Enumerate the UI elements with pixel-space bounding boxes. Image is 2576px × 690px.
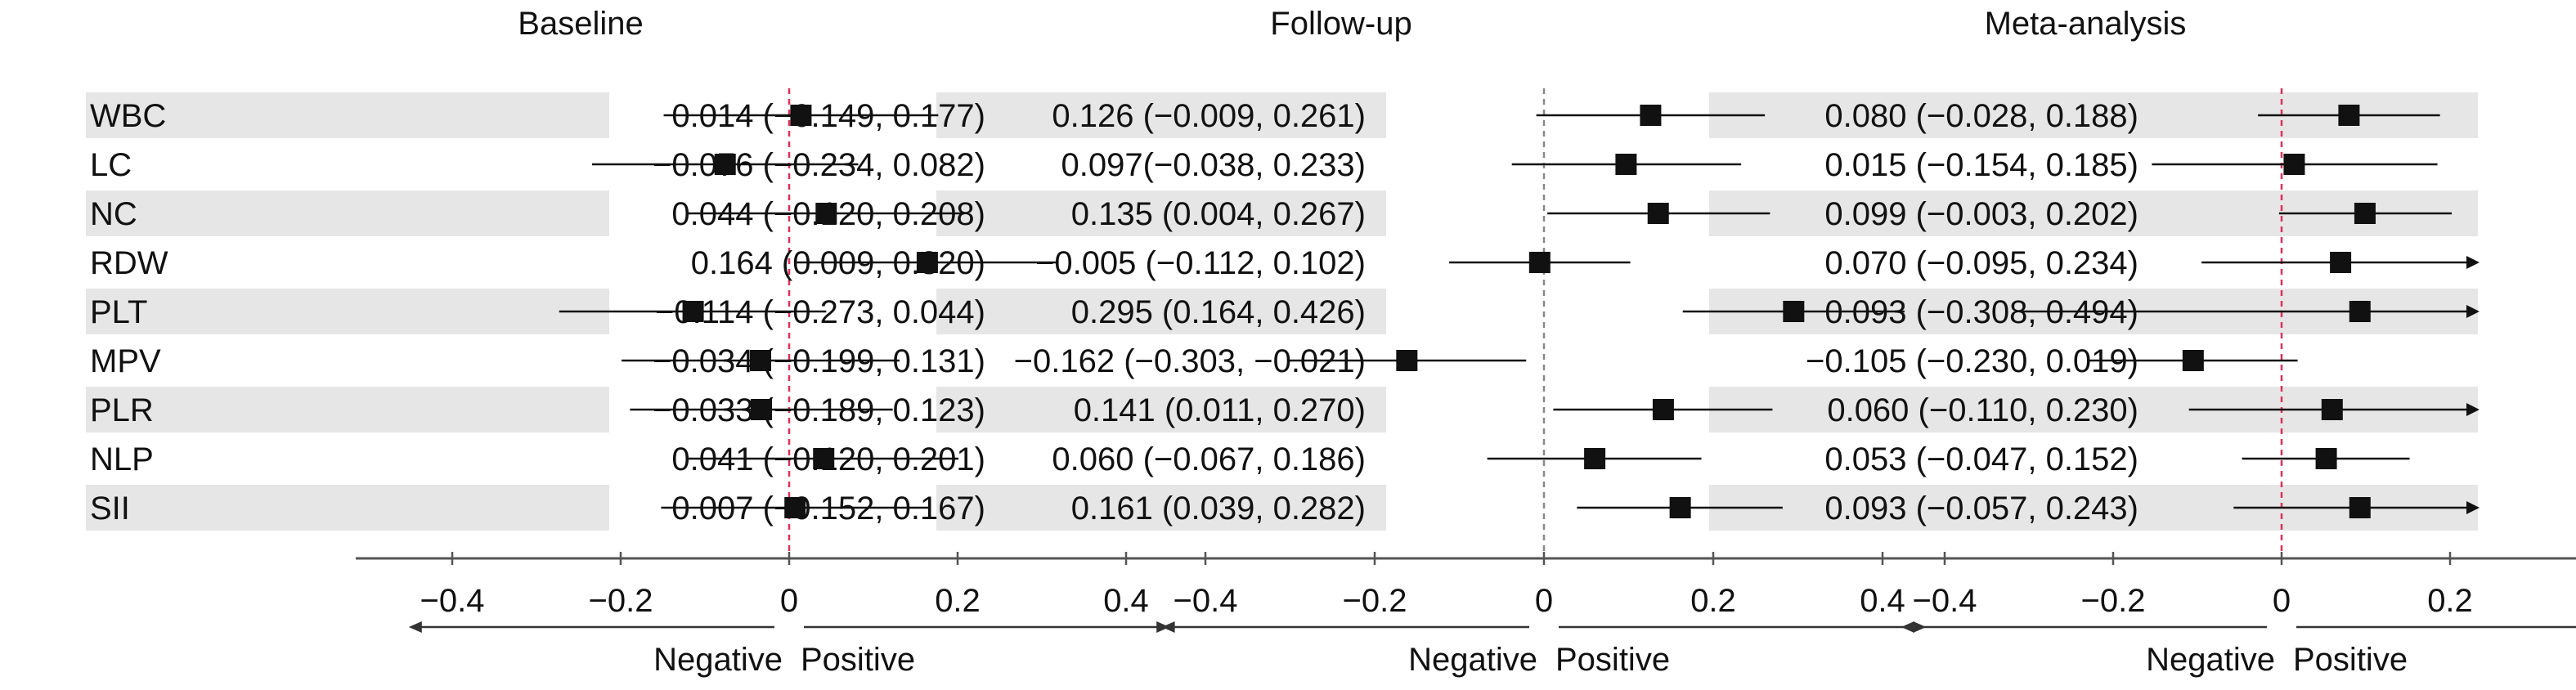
negative-label: Negative xyxy=(2146,642,2275,678)
x-tick-label: 0 xyxy=(1535,583,1553,619)
ci-arrow xyxy=(2466,501,2480,514)
point-estimate xyxy=(2182,350,2204,371)
point-estimate xyxy=(1783,301,1805,322)
point-estimate xyxy=(751,399,773,420)
point-estimate xyxy=(1615,154,1637,175)
ci-arrow xyxy=(2466,403,2480,416)
estimate-label: 0.141 (0.011, 0.270) xyxy=(1074,392,1366,428)
x-tick-label: −0.4 xyxy=(420,583,485,619)
x-tick-label: 0.2 xyxy=(935,583,981,619)
point-estimate xyxy=(1528,252,1551,273)
estimate-label: 0.126 (−0.009, 0.261) xyxy=(1052,98,1366,134)
row-band xyxy=(86,190,609,236)
x-tick-label: 0 xyxy=(780,583,798,619)
point-estimate xyxy=(815,203,837,224)
variable-label: RDW xyxy=(90,245,168,281)
point-estimate xyxy=(1647,203,1669,224)
row-band xyxy=(936,387,1386,432)
estimate-label: 0.295 (0.164, 0.426) xyxy=(1071,294,1366,330)
x-tick-label: −0.4 xyxy=(1174,583,1238,619)
variable-label: NLP xyxy=(90,441,154,477)
estimate-label: 0.053 (−0.047, 0.152) xyxy=(1824,441,2138,477)
variable-label: PLT xyxy=(90,294,147,330)
positive-label: Positive xyxy=(2293,642,2408,678)
estimate-label: 0.015 (−0.154, 0.185) xyxy=(1824,147,2138,183)
estimate-label: 0.135 (0.004, 0.267) xyxy=(1071,196,1366,232)
row-band xyxy=(936,190,1386,236)
ci-arrow xyxy=(2466,305,2480,318)
point-estimate xyxy=(1396,350,1418,371)
point-estimate xyxy=(2354,203,2376,224)
variable-label: MPV xyxy=(90,343,161,379)
row-band xyxy=(936,485,1386,531)
estimate-label: 0.070 (−0.095, 0.234) xyxy=(1824,245,2138,281)
x-tick-label: 0 xyxy=(2273,583,2291,619)
row-band xyxy=(936,289,1386,334)
point-estimate xyxy=(790,105,812,126)
variable-label: PLR xyxy=(90,392,154,428)
variable-label: NC xyxy=(90,196,137,232)
point-estimate xyxy=(1652,399,1674,420)
variable-label: WBC xyxy=(90,98,166,134)
panel-title: Baseline xyxy=(518,6,643,42)
x-tick-label: 0.2 xyxy=(1690,583,1736,619)
point-estimate xyxy=(2349,497,2371,518)
point-estimate xyxy=(916,252,938,273)
point-estimate xyxy=(2349,301,2371,322)
x-tick-label: −0.2 xyxy=(2081,583,2146,619)
negative-label: Negative xyxy=(653,642,783,678)
estimate-label: 0.093 (−0.057, 0.243) xyxy=(1824,491,2138,526)
x-tick-label: −0.4 xyxy=(1913,583,1977,619)
estimate-label: 0.097(−0.038, 0.233) xyxy=(1061,147,1366,183)
estimate-label: 0.099 (−0.003, 0.202) xyxy=(1824,196,2138,232)
panel-title: Follow-up xyxy=(1270,6,1411,42)
positive-label: Positive xyxy=(1555,642,1670,678)
point-estimate xyxy=(1669,497,1691,518)
row-band xyxy=(86,92,609,138)
point-estimate xyxy=(714,154,736,175)
variable-label: LC xyxy=(90,147,132,183)
estimate-label: 0.060 (−0.067, 0.186) xyxy=(1052,441,1366,477)
row-band xyxy=(936,92,1386,138)
point-estimate xyxy=(2321,399,2343,420)
negative-arrow-head xyxy=(1161,621,1175,633)
positive-label: Positive xyxy=(801,642,915,678)
x-tick-label: 0.4 xyxy=(1860,583,1905,619)
x-tick-label: −0.2 xyxy=(1343,583,1407,619)
point-estimate xyxy=(813,448,835,469)
variable-label: SII xyxy=(90,491,130,526)
row-band xyxy=(86,485,609,531)
estimate-label: 0.060 (−0.110, 0.230) xyxy=(1827,392,2138,428)
estimate-label: 0.080 (−0.028, 0.188) xyxy=(1824,98,2138,134)
estimate-label: −0.005 (−0.112, 0.102) xyxy=(1035,245,1366,281)
point-estimate xyxy=(749,350,771,371)
point-estimate xyxy=(2338,105,2360,126)
x-tick-label: 0.2 xyxy=(2427,583,2473,619)
point-estimate xyxy=(1584,448,1606,469)
point-estimate xyxy=(2315,448,2337,469)
row-band xyxy=(86,387,609,432)
negative-arrow-head xyxy=(1901,621,1914,633)
ci-arrow xyxy=(2466,256,2480,269)
negative-arrow-head xyxy=(408,621,422,633)
x-tick-label: −0.2 xyxy=(589,583,653,619)
row-band xyxy=(86,289,609,334)
point-estimate xyxy=(2283,154,2305,175)
point-estimate xyxy=(2330,252,2352,273)
estimate-label: −0.105 (−0.230, 0.019) xyxy=(1806,343,2138,379)
point-estimate xyxy=(784,497,806,518)
estimate-label: 0.161 (0.039, 0.282) xyxy=(1071,491,1366,526)
point-estimate xyxy=(1640,105,1662,126)
negative-label: Negative xyxy=(1408,642,1537,678)
point-estimate xyxy=(682,301,704,322)
x-tick-label: 0.4 xyxy=(1103,583,1149,619)
panel-title: Meta-analysis xyxy=(1985,6,2187,42)
